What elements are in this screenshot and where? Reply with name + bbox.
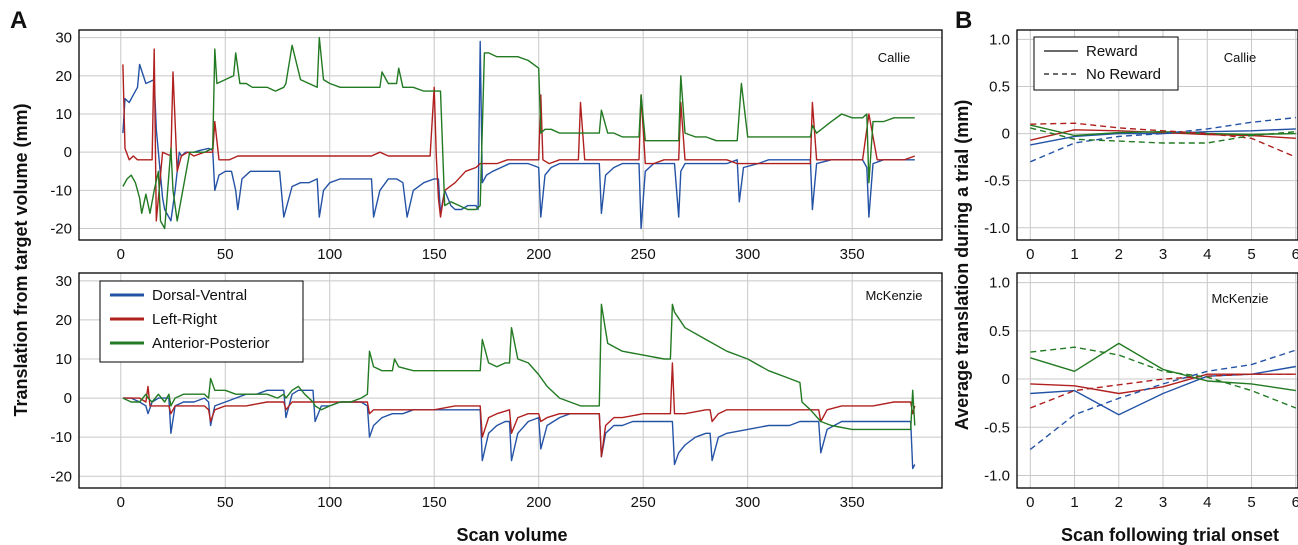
legend-entry: No Reward bbox=[1086, 66, 1161, 83]
x-tick-label: 0 bbox=[117, 246, 125, 263]
y-tick-label: 30 bbox=[55, 30, 72, 47]
series-line-anterior-posterior bbox=[122, 303, 916, 431]
x-tick-label: 100 bbox=[317, 494, 342, 511]
series-line-reward bbox=[1030, 128, 1296, 146]
x-tick-label: 200 bbox=[526, 246, 551, 263]
x-tick-label: 250 bbox=[631, 246, 656, 263]
subplot-title: Callie bbox=[1224, 50, 1257, 65]
series-line-left-right bbox=[122, 48, 916, 222]
series-line-left-right bbox=[122, 362, 916, 458]
legend-entry: Left-Right bbox=[152, 311, 218, 328]
legend-entry: Reward bbox=[1086, 43, 1138, 60]
y-tick-label: -20 bbox=[50, 221, 72, 238]
y-tick-label: -0.5 bbox=[984, 173, 1010, 190]
x-tick-label: 6 bbox=[1292, 246, 1298, 263]
y-tick-label: 0 bbox=[1002, 371, 1010, 388]
a-ylabel: Translation from target volume (mm) bbox=[11, 103, 31, 416]
y-tick-label: -10 bbox=[50, 429, 72, 446]
subplot-a-callie: 0 50 100 150 200 250 300 350 -20 -10 0 10 20 30 Callie bbox=[50, 29, 943, 263]
series-line-reward bbox=[1030, 124, 1296, 137]
x-tick-label: 4 bbox=[1203, 246, 1211, 263]
b-ylabel: Average translation during a trial (mm) bbox=[952, 100, 972, 430]
legend: Reward No Reward bbox=[1033, 36, 1179, 91]
series-line-no-reward bbox=[1030, 346, 1297, 409]
series-line-dorsal-ventral bbox=[122, 40, 915, 230]
x-tick-label: 3 bbox=[1159, 246, 1167, 263]
x-tick-label: 150 bbox=[422, 494, 447, 511]
x-tick-label: 6 bbox=[1292, 494, 1298, 511]
y-tick-label: 0.5 bbox=[989, 323, 1010, 340]
x-tick-label: 3 bbox=[1159, 494, 1167, 511]
plot-frame bbox=[1016, 29, 1298, 241]
x-tick-label: 200 bbox=[526, 494, 551, 511]
x-tick-label: 150 bbox=[422, 246, 447, 263]
y-tick-label: -1.0 bbox=[984, 467, 1010, 484]
x-tick-label: 250 bbox=[631, 494, 656, 511]
x-tick-label: 50 bbox=[217, 494, 234, 511]
y-tick-label: -1.0 bbox=[984, 220, 1010, 237]
y-tick-label: 20 bbox=[55, 68, 72, 85]
x-tick-label: 5 bbox=[1247, 494, 1255, 511]
subplot-a-mckenzie: 0 50 100 150 200 250 300 350 -20 -10 0 10 20 30 McKenz… bbox=[50, 272, 943, 511]
subplot-b-callie: 0 1 2 3 4 5 6 -1.0 -0.5 0 0.5 1.0 Callie Reward No Rew… bbox=[984, 29, 1298, 263]
x-tick-label: 50 bbox=[217, 246, 234, 263]
y-tick-label: 10 bbox=[55, 106, 72, 123]
x-tick-label: 300 bbox=[735, 494, 760, 511]
x-tick-label: 1 bbox=[1070, 494, 1078, 511]
series-group bbox=[1029, 342, 1297, 450]
y-tick-label: -20 bbox=[50, 468, 72, 485]
y-tick-label: 0 bbox=[64, 144, 72, 161]
legend-entry: Dorsal-Ventral bbox=[152, 287, 247, 304]
y-tick-label: 10 bbox=[55, 351, 72, 368]
series-line-no-reward bbox=[1029, 349, 1297, 450]
legend: Dorsal-Ventral Left-Right Anterior-Posteri… bbox=[99, 280, 304, 363]
legend-box bbox=[1033, 36, 1179, 91]
y-tick-label: 0 bbox=[1002, 126, 1010, 143]
y-tick-label: 1.0 bbox=[989, 31, 1010, 48]
x-tick-label: 4 bbox=[1203, 494, 1211, 511]
series-line-reward bbox=[1030, 342, 1296, 392]
plot-frame bbox=[1016, 272, 1298, 489]
b-xlabel: Scan following trial onset bbox=[1061, 525, 1279, 545]
series-group bbox=[122, 303, 916, 470]
panel-label-a: A bbox=[10, 7, 27, 34]
series-group bbox=[1030, 116, 1297, 163]
y-tick-label: -10 bbox=[50, 182, 72, 199]
x-tick-label: 5 bbox=[1247, 246, 1255, 263]
x-tick-label: 0 bbox=[117, 494, 125, 511]
x-tick-label: 100 bbox=[317, 246, 342, 263]
legend-entry: Anterior-Posterior bbox=[152, 335, 270, 352]
plot-frame bbox=[78, 29, 943, 241]
series-line-no-reward bbox=[1030, 122, 1297, 158]
y-tick-label: 30 bbox=[55, 273, 72, 290]
x-tick-label: 2 bbox=[1115, 494, 1123, 511]
series-line-dorsal-ventral bbox=[122, 389, 916, 470]
panel-label-b: B bbox=[955, 7, 972, 34]
x-tick-label: 350 bbox=[840, 246, 865, 263]
x-tick-label: 300 bbox=[735, 246, 760, 263]
subplot-title: McKenzie bbox=[865, 288, 922, 303]
subplot-title: McKenzie bbox=[1211, 291, 1268, 306]
y-tick-label: 0 bbox=[64, 390, 72, 407]
x-tick-label: 1 bbox=[1070, 246, 1078, 263]
subplot-title: Callie bbox=[878, 50, 911, 65]
y-tick-label: 1.0 bbox=[989, 275, 1010, 292]
x-tick-label: 2 bbox=[1115, 246, 1123, 263]
series-line-no-reward bbox=[1030, 127, 1296, 144]
a-xlabel: Scan volume bbox=[456, 525, 567, 545]
y-tick-label: 0.5 bbox=[989, 79, 1010, 96]
y-tick-label: -0.5 bbox=[984, 419, 1010, 436]
plot-frame bbox=[78, 272, 943, 489]
x-tick-label: 0 bbox=[1026, 494, 1034, 511]
series-group bbox=[122, 36, 916, 230]
subplot-b-mckenzie: 0 1 2 3 4 5 6 -1.0 -0.5 0 0.5 1.0 McKenzie bbox=[984, 272, 1298, 511]
series-line-no-reward bbox=[1030, 373, 1296, 409]
x-tick-label: 0 bbox=[1026, 246, 1034, 263]
series-line-anterior-posterior bbox=[122, 36, 915, 230]
y-tick-label: 20 bbox=[55, 312, 72, 329]
x-tick-label: 350 bbox=[840, 494, 865, 511]
